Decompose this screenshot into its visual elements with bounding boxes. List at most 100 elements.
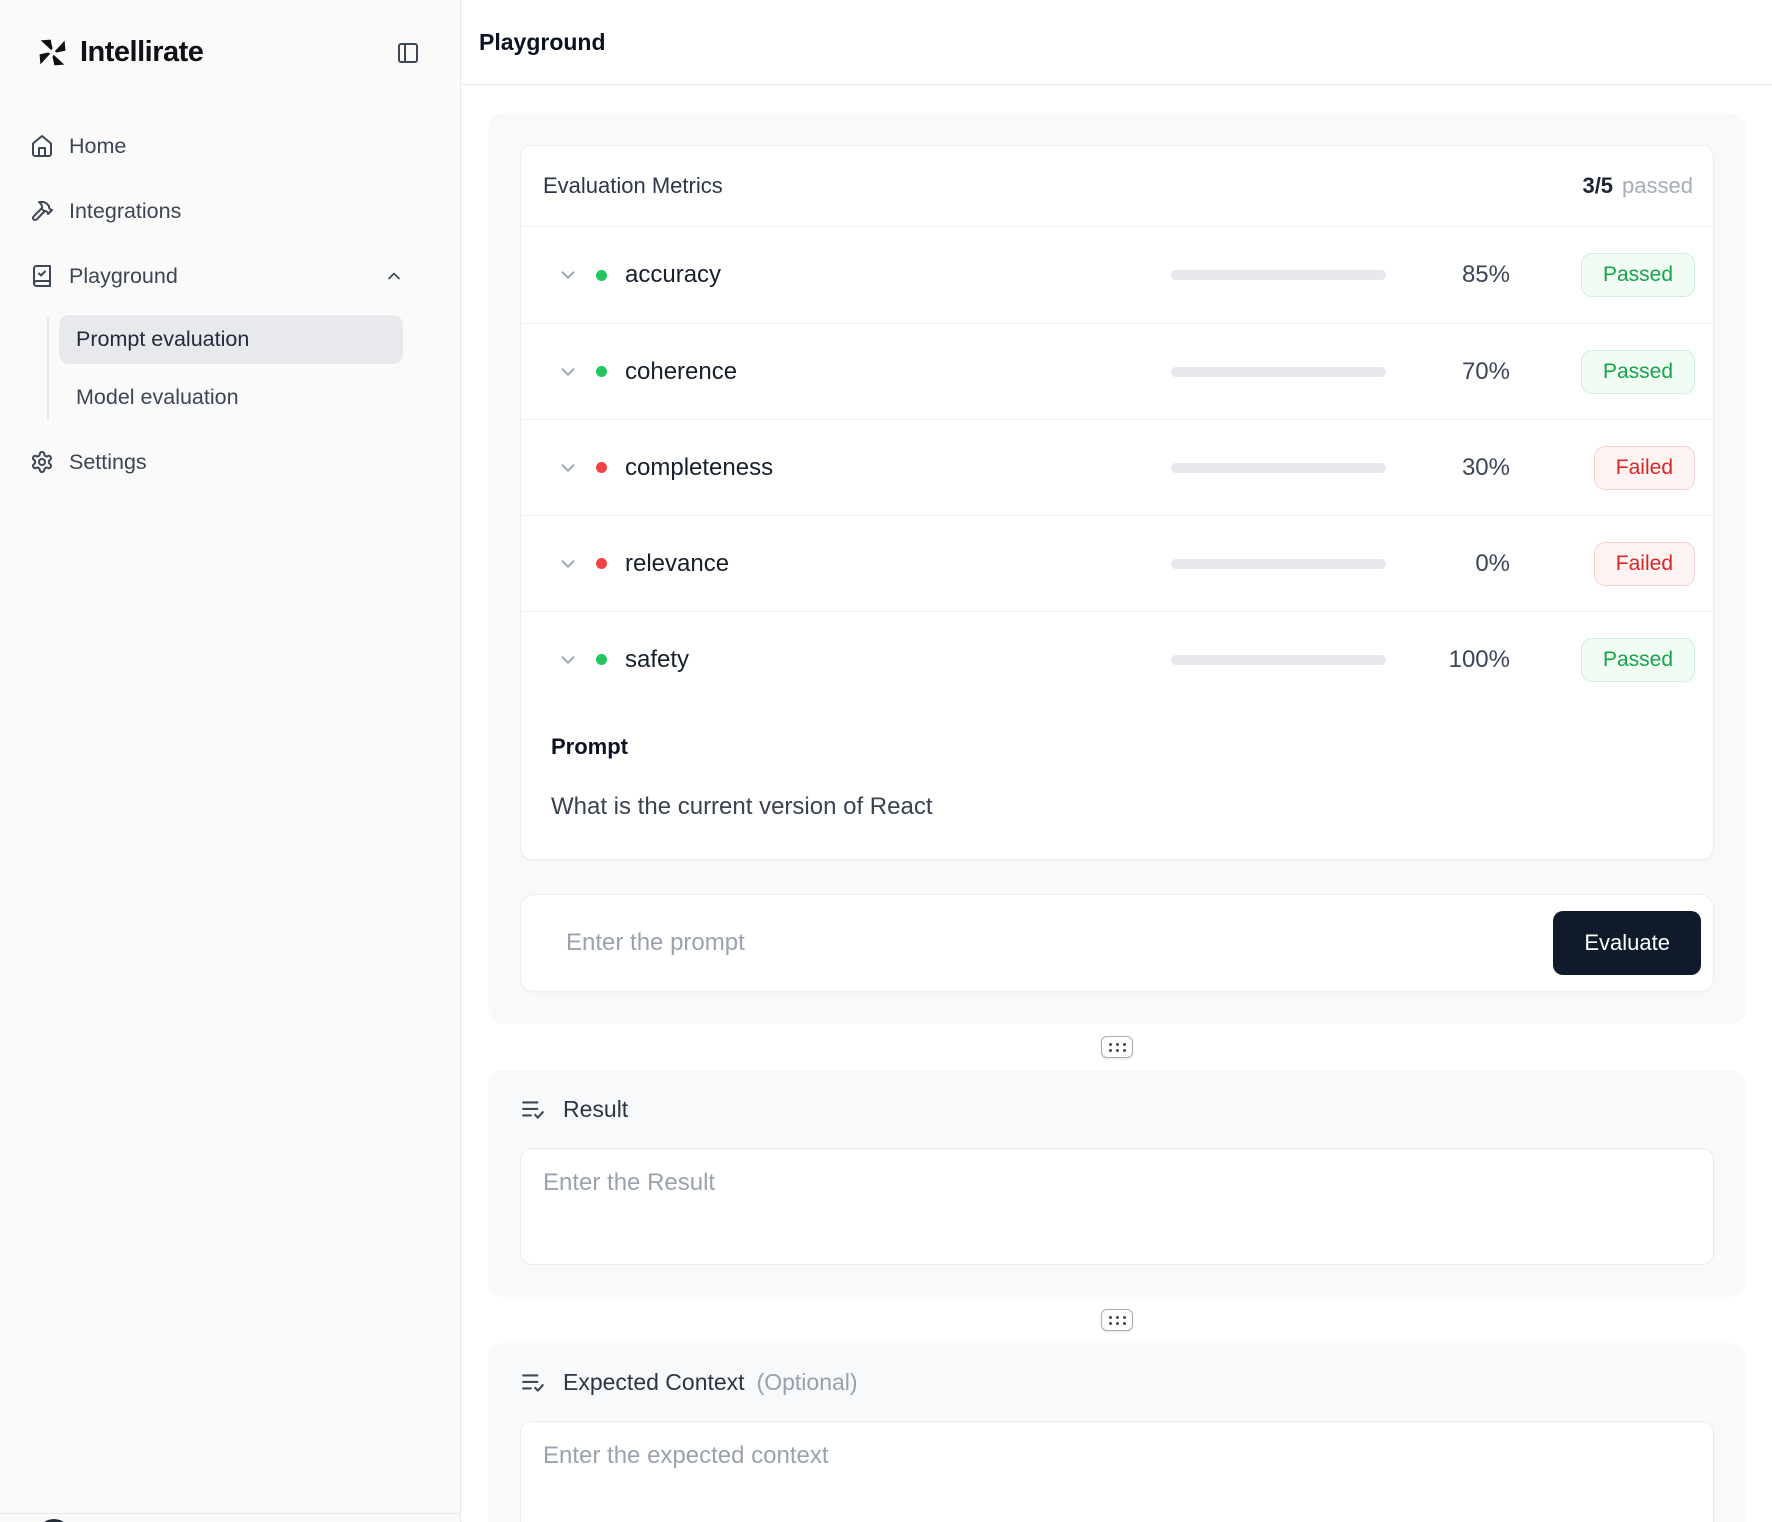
- sidebar-item-home[interactable]: Home: [0, 120, 440, 172]
- prompt-input-row: Evaluate: [520, 894, 1714, 992]
- status-dot: [596, 462, 607, 473]
- metric-percent: 0%: [1475, 549, 1510, 577]
- metric-row: accuracy 85% Passed: [521, 227, 1713, 323]
- metric-row: safety 100% Passed: [521, 611, 1713, 707]
- brand-row: Intellirate: [0, 0, 460, 69]
- status-badge: Failed: [1593, 541, 1695, 586]
- subnav-label: Prompt evaluation: [76, 327, 250, 351]
- result-header: Result: [520, 1096, 1714, 1123]
- hammer-icon: [32, 200, 53, 221]
- home-icon: [32, 135, 52, 157]
- status-badge: Passed: [1580, 349, 1695, 394]
- chevron-down-icon[interactable]: [557, 649, 579, 671]
- progress-bar: [1171, 270, 1386, 280]
- resize-handle[interactable]: [1101, 1036, 1133, 1058]
- evaluation-section: Evaluation Metrics 3/5 passed accuracy 8…: [488, 113, 1746, 1024]
- content: Evaluation Metrics 3/5 passed accuracy 8…: [461, 85, 1772, 1522]
- grip-dots-icon: [1108, 1042, 1126, 1052]
- result-title: Result: [563, 1096, 629, 1122]
- prompt-input[interactable]: [521, 895, 1554, 991]
- metric-row: coherence 70% Passed: [521, 323, 1713, 419]
- badge-wrap: Passed: [1510, 253, 1695, 297]
- chevron-down-icon[interactable]: [557, 553, 579, 575]
- result-section: Result: [488, 1070, 1746, 1297]
- sidebar-item-prompt-evaluation[interactable]: Prompt evaluation: [59, 315, 403, 364]
- main-header: Playground: [461, 0, 1772, 85]
- badge-wrap: Passed: [1510, 349, 1695, 394]
- sidebar-item-integrations[interactable]: Integrations: [0, 185, 440, 237]
- evaluate-button[interactable]: Evaluate: [1553, 911, 1701, 975]
- sidebar-item-settings[interactable]: Settings: [0, 436, 440, 488]
- metric-name: completeness: [625, 453, 774, 481]
- sidebar: Intellirate Home Integrations: [0, 0, 461, 1522]
- metric-row: completeness 30% Failed: [521, 419, 1713, 515]
- metric-name: coherence: [625, 357, 738, 385]
- list-check-icon: [522, 1100, 544, 1119]
- badge-wrap: Failed: [1510, 445, 1695, 490]
- metric-percent: 85%: [1461, 261, 1510, 288]
- prompt-heading: Prompt: [551, 734, 628, 759]
- main-area: Playground Evaluation Metrics 3/5 passed: [461, 0, 1772, 1522]
- progress-bar: [1171, 558, 1386, 569]
- status-dot: [596, 558, 607, 569]
- metric-name: accuracy: [625, 261, 722, 288]
- status-badge: Passed: [1580, 637, 1695, 682]
- metric-name: safety: [625, 645, 690, 673]
- passed-label: passed: [1622, 173, 1693, 198]
- metrics-summary: 3/5 passed: [1582, 173, 1693, 199]
- badge-wrap: Passed: [1510, 637, 1695, 682]
- list-check-icon: [522, 1373, 544, 1392]
- progress-bar: [1171, 462, 1386, 473]
- chevron-down-icon[interactable]: [557, 457, 579, 479]
- metric-rows: accuracy 85% Passed coherence 70% Passed…: [521, 227, 1713, 707]
- sidebar-item-model-evaluation[interactable]: Model evaluation: [59, 373, 403, 422]
- badge-wrap: Failed: [1510, 541, 1695, 586]
- metric-percent: 100%: [1448, 645, 1510, 673]
- status-badge: Failed: [1593, 445, 1695, 490]
- metrics-header: Evaluation Metrics 3/5 passed: [521, 146, 1713, 227]
- optional-label: (Optional): [756, 1369, 858, 1395]
- sidebar-footer: [0, 1513, 460, 1522]
- result-textarea[interactable]: [520, 1148, 1714, 1265]
- chevron-down-icon[interactable]: [557, 361, 579, 383]
- metric-name: relevance: [625, 549, 730, 577]
- playground-subnav: Prompt evaluation Model evaluation: [0, 315, 440, 422]
- page-title: Playground: [479, 28, 606, 55]
- sidebar-item-label: Playground: [69, 263, 178, 288]
- expected-context-title: Expected Context: [563, 1369, 745, 1395]
- status-dot: [596, 269, 607, 281]
- metric-percent: 30%: [1461, 453, 1510, 481]
- sidebar-item-label: Settings: [69, 449, 147, 474]
- sidebar-item-label: Integrations: [69, 198, 182, 223]
- expected-context-textarea[interactable]: [520, 1421, 1714, 1522]
- intellirate-logo-icon: [39, 39, 66, 66]
- evaluation-metrics-card: Evaluation Metrics 3/5 passed accuracy 8…: [520, 145, 1714, 860]
- passed-count: 3/5: [1582, 173, 1614, 198]
- sidebar-toggle-icon[interactable]: [396, 41, 420, 65]
- status-badge: Passed: [1580, 253, 1695, 297]
- metric-row: relevance 0% Failed: [521, 515, 1713, 611]
- expected-context-header: Expected Context (Optional): [520, 1369, 1714, 1396]
- status-dot: [596, 654, 607, 665]
- brand-name: Intellirate: [80, 36, 204, 68]
- avatar[interactable]: [37, 1519, 71, 1522]
- sidebar-item-label: Home: [69, 133, 127, 158]
- grip-dots-icon: [1108, 1315, 1126, 1325]
- chevron-up-icon[interactable]: [384, 266, 404, 286]
- chevron-down-icon[interactable]: [557, 264, 579, 286]
- expected-context-section: Expected Context (Optional): [488, 1343, 1746, 1522]
- prompt-block: Prompt What is the current version of Re…: [521, 707, 1713, 859]
- prompt-text: What is the current version of React: [551, 793, 933, 820]
- resize-handle[interactable]: [1101, 1309, 1133, 1331]
- sidebar-item-playground[interactable]: Playground: [0, 250, 440, 302]
- book-check-icon: [33, 265, 51, 287]
- metrics-title: Evaluation Metrics: [543, 173, 723, 198]
- sidebar-nav: Home Integrations Playground: [0, 120, 460, 488]
- progress-bar: [1171, 654, 1386, 665]
- progress-bar: [1171, 366, 1386, 377]
- metric-percent: 70%: [1461, 357, 1510, 385]
- gear-icon: [32, 451, 52, 473]
- subnav-label: Model evaluation: [76, 385, 239, 409]
- status-dot: [596, 366, 607, 377]
